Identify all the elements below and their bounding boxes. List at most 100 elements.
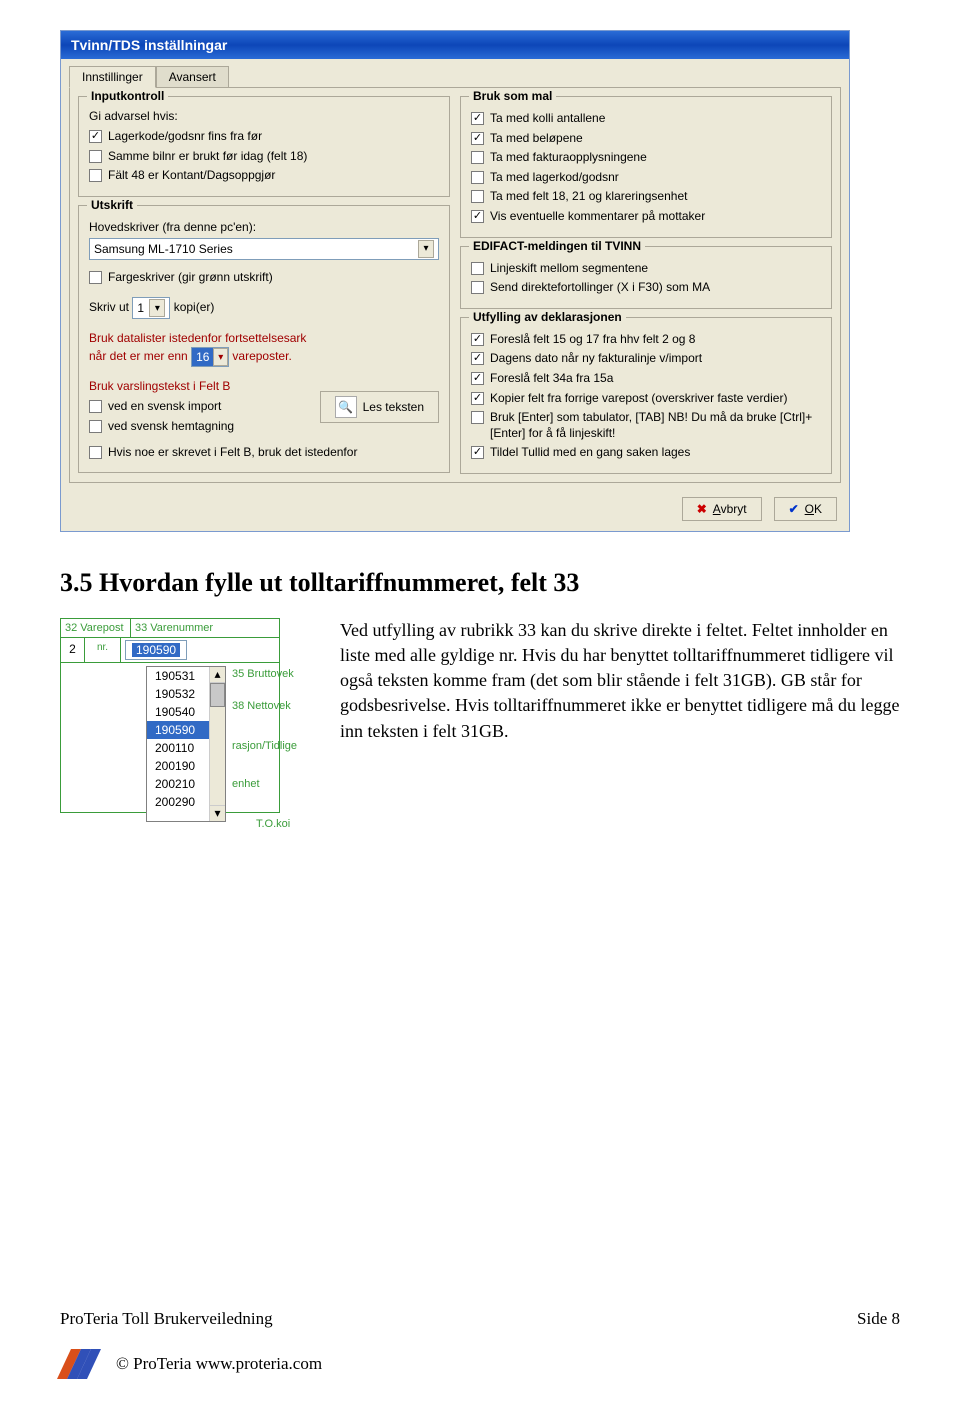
cb-label: Lagerkode/godsnr fins fra før: [108, 129, 262, 145]
checkbox[interactable]: [89, 400, 102, 413]
checkbox[interactable]: [89, 271, 102, 284]
cb-label: Hvis noe er skrevet i Felt B, bruk det i…: [108, 445, 357, 461]
nr-label: nr.: [85, 638, 121, 662]
chevron-down-icon: [213, 348, 228, 366]
cb-row: Fargeskriver (gir grønn utskrift): [89, 268, 439, 288]
checkbox[interactable]: [471, 372, 484, 385]
redline2-post: vareposter.: [232, 350, 291, 364]
skrivut-pre: Skriv ut: [89, 301, 129, 315]
checkbox[interactable]: [471, 132, 484, 145]
vareposter-value: 16: [192, 348, 213, 366]
cb-label: ved svensk hemtagning: [108, 419, 234, 435]
cb-row: ved en svensk import: [89, 397, 312, 417]
checkbox[interactable]: [471, 333, 484, 346]
cb-label: Ta med beløpene: [490, 131, 583, 147]
checkbox[interactable]: [471, 446, 484, 459]
tariff-input[interactable]: 190590: [125, 640, 187, 660]
cb-label: Tildel Tullid med en gang saken lages: [490, 445, 690, 461]
cb-label: Samme bilnr er brukt før idag (felt 18): [108, 149, 307, 165]
cb-label: Send direktefortollinger (X i F30) som M…: [490, 280, 710, 296]
tariff-dropdown[interactable]: 190531 190532 190540 190590 200110 20019…: [146, 666, 226, 822]
settings-dialog: Tvinn/TDS inställningar InnstillingerAva…: [60, 30, 850, 532]
fieldset-edifact: EDIFACT-meldingen til TVINN Linjeskift m…: [460, 246, 832, 309]
checkbox[interactable]: [471, 392, 484, 405]
checkbox[interactable]: [471, 352, 484, 365]
ok-label: OK: [805, 502, 822, 516]
cb-label: Fargeskriver (gir grønn utskrift): [108, 270, 273, 286]
checkbox[interactable]: [89, 169, 102, 182]
tab-advanced[interactable]: Avansert: [156, 66, 229, 87]
cb-row: Hvis noe er skrevet i Felt B, bruk det i…: [89, 443, 439, 463]
tab-body: Inputkontroll Gi advarsel hvis: Lagerkod…: [69, 87, 841, 483]
proteria-logo-icon: [60, 1349, 102, 1379]
page-footer: ProTeria Toll Brukerveiledning Side 8 © …: [60, 1309, 900, 1379]
scroll-up-icon[interactable]: ▴: [210, 667, 225, 683]
legend-utfylling: Utfylling av deklarasjonen: [469, 310, 626, 324]
ok-button[interactable]: ✔ OK: [774, 497, 837, 521]
cb-label: ved en svensk import: [108, 399, 221, 415]
checkbox[interactable]: [471, 171, 484, 184]
col-varenummer: 33 Varenummer: [131, 619, 279, 638]
cb-row: Fält 48 er Kontant/Dagsoppgjør: [89, 166, 439, 186]
label-nettovek: 38 Nettovek: [232, 700, 291, 712]
cb-row: ved svensk hemtagning: [89, 417, 312, 437]
section-body: Ved utfylling av rubrikk 33 kan du skriv…: [340, 618, 900, 744]
check-icon: ✔: [789, 502, 799, 516]
col-varepost: 32 Varepost: [61, 619, 131, 638]
label-bruttovek: 35 Bruttovek: [232, 668, 294, 680]
fieldset-utfylling: Utfylling av deklarasjonen Foreslå felt …: [460, 317, 832, 474]
checkbox[interactable]: [89, 150, 102, 163]
checkbox[interactable]: [471, 262, 484, 275]
label-enhet: enhet: [232, 778, 260, 790]
footer-copy: © ProTeria www.proteria.com: [116, 1354, 322, 1374]
legend-inputkontroll: Inputkontroll: [87, 89, 168, 103]
section-heading: 3.5 Hvordan fylle ut tolltariffnummeret,…: [60, 568, 900, 598]
cb-label: Dagens dato når ny fakturalinje v/import: [490, 351, 702, 367]
checkbox[interactable]: [471, 411, 484, 424]
legend-brukmal: Bruk som mal: [469, 89, 556, 103]
checkbox[interactable]: [471, 190, 484, 203]
label-rasjon: rasjon/Tidlige: [232, 740, 297, 752]
cb-label: Ta med felt 18, 21 og klareringsenhet: [490, 189, 687, 205]
les-teksten-button[interactable]: 🔍 Les teksten: [320, 391, 439, 423]
chevron-down-icon: [149, 299, 165, 317]
printer-value: Samsung ML-1710 Series: [94, 240, 233, 258]
checkbox[interactable]: [89, 420, 102, 433]
tab-settings[interactable]: Innstillinger: [69, 66, 156, 88]
redline1: Bruk datalister istedenfor fortsettelses…: [89, 329, 439, 347]
cb-row: Samme bilnr er brukt før idag (felt 18): [89, 147, 439, 167]
footer-left: ProTeria Toll Brukerveiledning: [60, 1309, 273, 1329]
legend-edifact: EDIFACT-meldingen til TVINN: [469, 239, 645, 253]
row-num: 2: [61, 638, 85, 662]
cb-label: Ta med kolli antallene: [490, 111, 605, 127]
dialog-buttons: ✖ AAvbrytvbryt ✔ OK: [61, 491, 849, 531]
cb-label: Kopier felt fra forrige varepost (oversk…: [490, 391, 787, 407]
checkbox[interactable]: [471, 151, 484, 164]
cancel-button[interactable]: ✖ AAvbrytvbryt: [682, 497, 762, 521]
footer-right: Side 8: [857, 1309, 900, 1329]
cb-label: Vis eventuelle kommentarer på mottaker: [490, 209, 705, 225]
tabs: InnstillingerAvansert: [61, 59, 849, 87]
copies-value: 1: [137, 299, 144, 317]
cancel-label: AAvbrytvbryt: [713, 502, 747, 516]
checkbox[interactable]: [471, 112, 484, 125]
list-widget: 32 Varepost 33 Varenummer 2 nr. 190590 1…: [60, 618, 320, 828]
cb-label: Bruk [Enter] som tabulator, [TAB] NB! Du…: [490, 410, 821, 441]
scroll-thumb[interactable]: [210, 683, 225, 707]
checkbox[interactable]: [471, 210, 484, 223]
scroll-down-icon[interactable]: ▾: [210, 805, 225, 821]
checkbox[interactable]: [89, 446, 102, 459]
dialog-titlebar: Tvinn/TDS inställningar: [61, 31, 849, 59]
label-toko: T.O.koi: [256, 818, 290, 830]
vareposter-combo[interactable]: 16: [191, 347, 229, 367]
skrivut-post: kopi(er): [174, 301, 215, 315]
les-label: Les teksten: [363, 398, 424, 416]
printer-combo[interactable]: Samsung ML-1710 Series: [89, 238, 439, 260]
copies-combo[interactable]: 1: [132, 297, 170, 319]
cb-label: Fält 48 er Kontant/Dagsoppgjør: [108, 168, 275, 184]
scrollbar[interactable]: ▴ ▾: [209, 667, 225, 821]
checkbox[interactable]: [89, 130, 102, 143]
cb-label: Linjeskift mellom segmentene: [490, 261, 648, 277]
magnifier-icon: 🔍: [335, 396, 357, 418]
checkbox[interactable]: [471, 281, 484, 294]
